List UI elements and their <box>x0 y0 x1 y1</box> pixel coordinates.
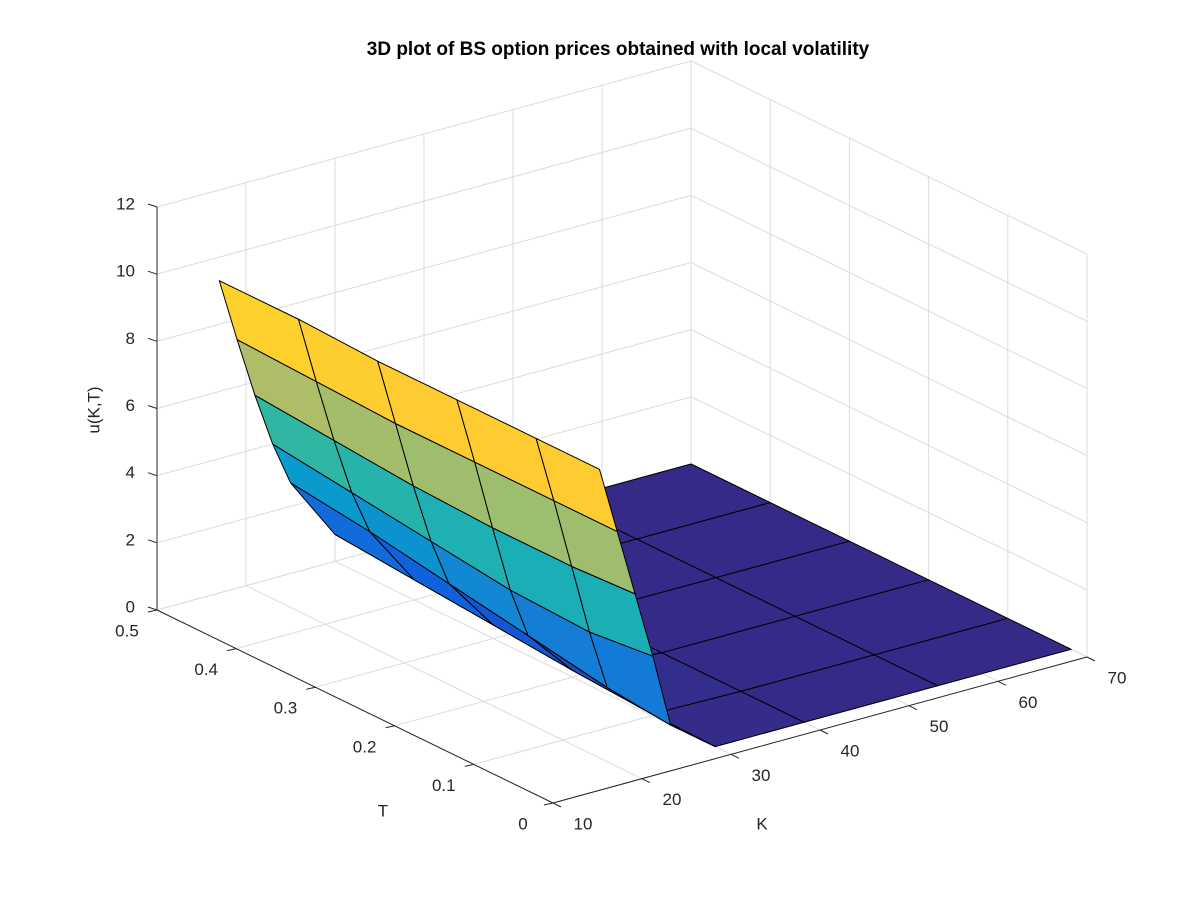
z-tick-label: 12 <box>116 194 135 213</box>
z-tick-label: 8 <box>126 329 135 348</box>
z-tick <box>147 337 158 342</box>
x-tick-label: 70 <box>1108 668 1127 687</box>
x-tick-label: 60 <box>1019 693 1038 712</box>
grid-line <box>690 127 1088 322</box>
x-tick <box>819 729 829 735</box>
y-tick <box>464 763 474 767</box>
x-tick <box>908 705 918 711</box>
z-tick <box>147 405 158 409</box>
z-tick-label: 10 <box>116 262 135 281</box>
grid-line <box>245 585 643 780</box>
grid-line <box>690 60 1088 255</box>
x-tick-label: 20 <box>663 790 682 809</box>
y-tick-label: 0 <box>518 814 527 833</box>
x-tick-label: 30 <box>752 766 771 785</box>
y-tick <box>147 609 158 613</box>
z-tick <box>147 606 158 611</box>
y-axis-label: T <box>378 801 388 820</box>
y-tick-label: 0.5 <box>115 621 139 640</box>
y-tick-label: 0.3 <box>274 699 298 718</box>
x-tick <box>641 778 651 784</box>
x-tick <box>1086 656 1096 662</box>
x-tick-label: 50 <box>930 717 949 736</box>
z-tick-label: 0 <box>126 597 135 616</box>
grid-line <box>156 127 692 275</box>
z-tick-label: 6 <box>126 396 135 415</box>
x-tick <box>730 753 740 759</box>
grid-line <box>156 262 692 409</box>
x-tick-label: 10 <box>574 814 593 833</box>
surface-patch <box>535 437 618 533</box>
x-axis-label: K <box>756 814 768 833</box>
y-tick <box>227 648 237 652</box>
x-tick-label: 40 <box>841 741 860 760</box>
grid-line <box>690 194 1088 389</box>
x-tick <box>552 802 562 808</box>
grid-line <box>156 60 692 208</box>
z-tick <box>147 203 158 208</box>
y-tick <box>306 686 316 690</box>
z-tick <box>147 270 158 275</box>
z-tick <box>147 472 158 477</box>
grid-line <box>690 396 1088 591</box>
z-tick <box>147 539 158 544</box>
y-axis-line <box>156 609 554 804</box>
z-axis-label: u(K,T) <box>84 386 103 433</box>
z-tick-label: 2 <box>126 530 135 549</box>
grid-line <box>690 329 1088 524</box>
z-tick-label: 4 <box>126 463 135 482</box>
y-tick-label: 0.2 <box>353 737 377 756</box>
y-tick <box>385 725 395 729</box>
chart-title: 3D plot of BS option prices obtained wit… <box>367 39 870 60</box>
y-tick-label: 0.4 <box>194 660 218 679</box>
x-tick <box>997 680 1007 686</box>
y-tick-label: 0.1 <box>432 776 456 795</box>
grid-line <box>690 262 1088 456</box>
y-tick <box>543 802 554 806</box>
